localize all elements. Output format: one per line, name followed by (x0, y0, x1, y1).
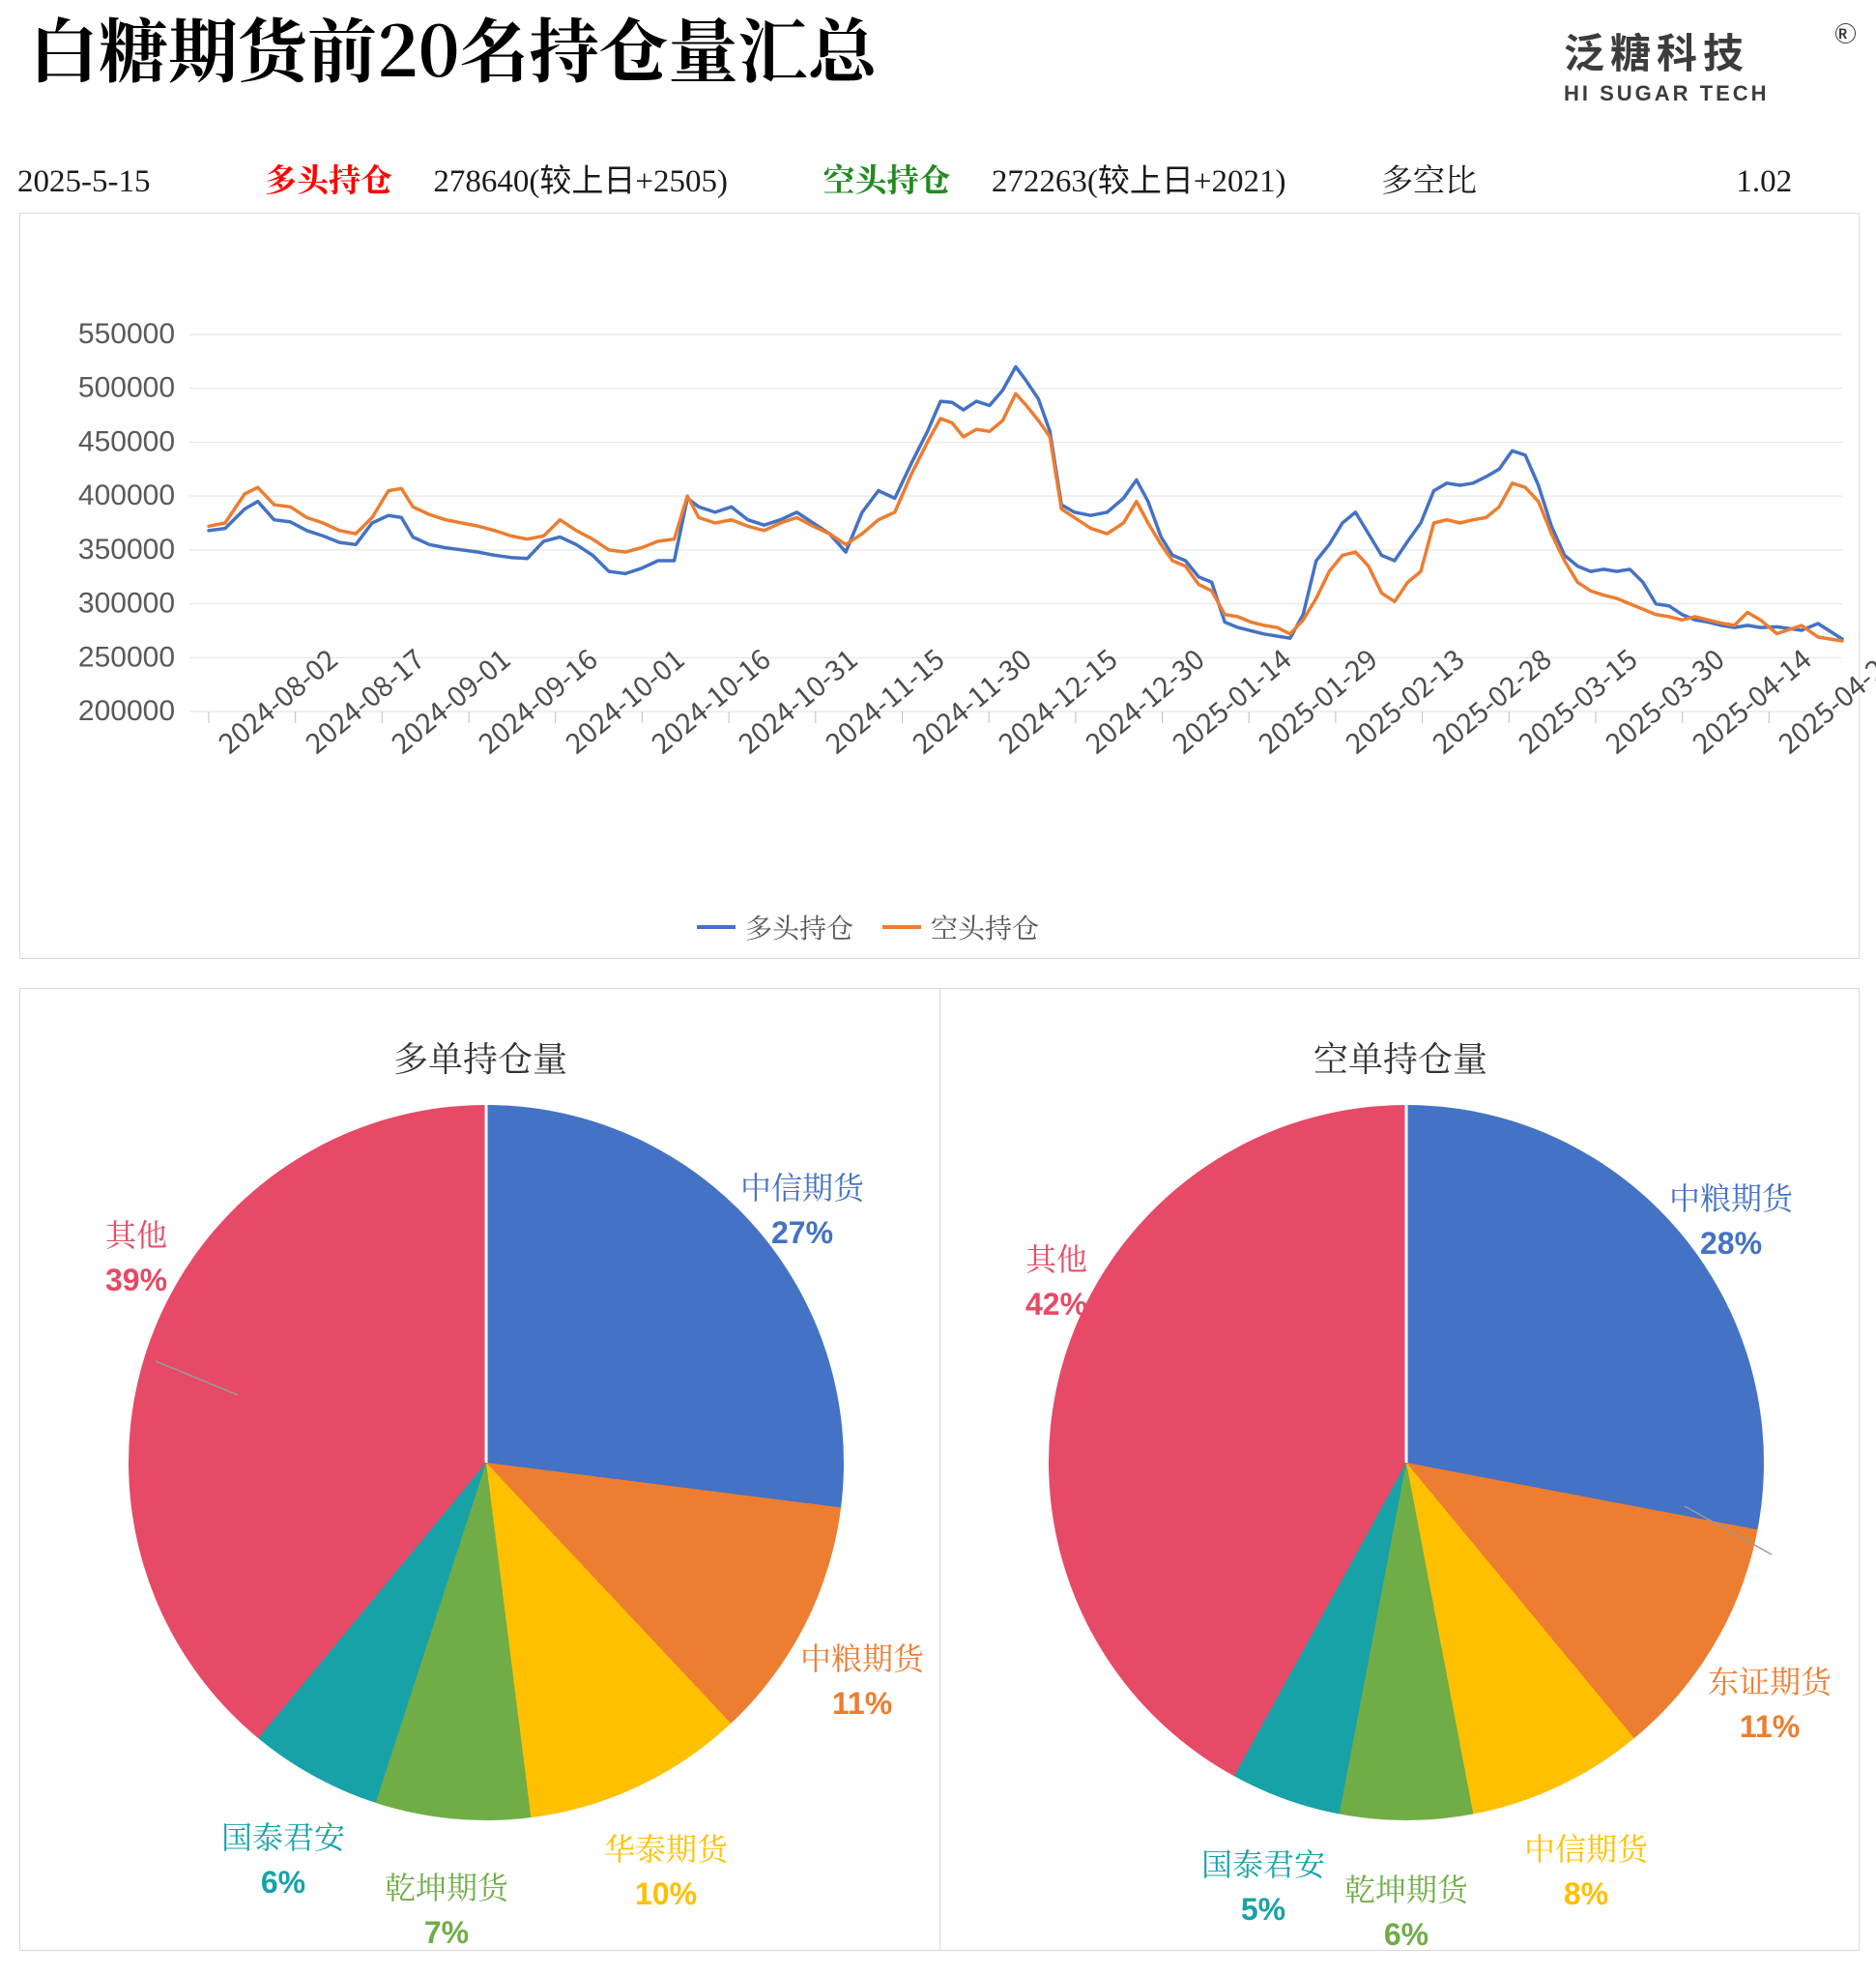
svg-text:350000: 350000 (78, 534, 175, 566)
svg-text:300000: 300000 (78, 588, 175, 620)
svg-text:450000: 450000 (78, 425, 175, 457)
svg-text:500000: 500000 (78, 372, 175, 404)
svg-text:400000: 400000 (78, 479, 175, 511)
svg-text:550000: 550000 (78, 318, 175, 350)
svg-text:250000: 250000 (78, 641, 175, 673)
